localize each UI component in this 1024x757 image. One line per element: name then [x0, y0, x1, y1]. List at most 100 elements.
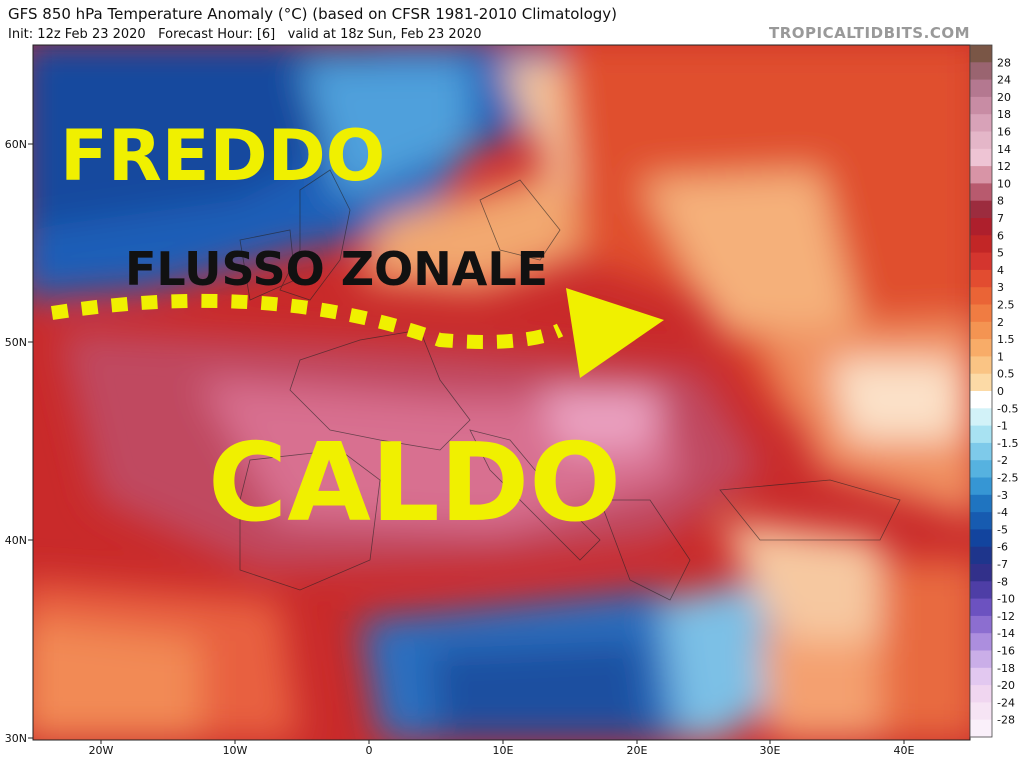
colorbar-frame — [969, 44, 993, 738]
colorbar-label: -20 — [997, 679, 1015, 692]
colorbar-segment — [970, 477, 992, 496]
colorbar-label: 18 — [997, 108, 1011, 121]
colorbar-label: -3 — [997, 489, 1008, 502]
axis-labels: 60N 50N 40N 30N 20W 10W 0 10E 20E 30E 40E — [5, 138, 915, 757]
colorbar-label: -24 — [997, 696, 1015, 709]
colorbar-segment — [970, 546, 992, 565]
colorbar-label: 7 — [997, 212, 1004, 225]
colorbar-segment — [970, 269, 992, 288]
colorbar-label: 3 — [997, 281, 1004, 294]
colorbar-segment — [970, 131, 992, 150]
colorbar-label: -28 — [997, 714, 1015, 727]
colorbar-segment — [970, 96, 992, 115]
colorbar-label: -6 — [997, 541, 1008, 554]
colorbar-segment — [970, 529, 992, 548]
colorbar-segment — [970, 79, 992, 98]
colorbar-segment — [970, 339, 992, 357]
title: GFS 850 hPa Temperature Anomaly (°C) (ba… — [8, 5, 617, 23]
colorbar-segment — [970, 494, 992, 513]
colorbar-label: 4 — [997, 264, 1004, 277]
colorbar-label: -14 — [997, 627, 1015, 640]
colorbar-label: 8 — [997, 195, 1004, 208]
colorbar-label: -8 — [997, 575, 1008, 588]
colorbar-segment — [970, 702, 992, 721]
colorbar-segment — [970, 581, 992, 600]
colorbar-label: 2.5 — [997, 299, 1015, 312]
colorbar-segment — [970, 218, 992, 236]
colorbar-label: 2 — [997, 316, 1004, 329]
map: FREDDO FLUSSO ZONALE CALDO — [33, 45, 970, 740]
colorbar-segment — [970, 252, 992, 271]
watermark: TROPICALTIDBITS.COM — [769, 24, 970, 42]
lat-label: 50N — [5, 336, 27, 349]
colorbar-label: 0.5 — [997, 368, 1015, 381]
colorbar-segment — [970, 373, 992, 392]
colorbar-segment — [970, 183, 992, 202]
colorbar-segment — [970, 633, 992, 651]
lat-label: 30N — [5, 732, 27, 745]
colorbar-label: -12 — [997, 610, 1015, 623]
annotation-cold: FREDDO — [60, 115, 385, 197]
colorbar-label: -5 — [997, 523, 1008, 536]
colorbar-segment — [970, 166, 992, 184]
colorbar-segment — [970, 287, 992, 305]
colorbar-label: 1 — [997, 350, 1004, 363]
lat-label: 60N — [5, 138, 27, 151]
colorbar-segment — [970, 321, 992, 340]
colorbar-segment — [970, 564, 992, 582]
colorbar-segment — [970, 650, 992, 669]
colorbar-segment — [970, 408, 992, 427]
colorbar-segment — [970, 719, 992, 738]
colorbar-segment — [970, 615, 992, 634]
colorbar: 28 24 20 18 16 14 12 10 8 7 6 5 4 3 2.5 2 1.5 1 0.5 0 -0.5 -1… — [969, 44, 1018, 738]
colorbar-segment — [970, 304, 992, 323]
colorbar-label: -16 — [997, 645, 1015, 658]
colorbar-segment — [970, 460, 992, 478]
colorbar-label: -2.5 — [997, 472, 1018, 485]
colorbar-segment — [970, 685, 992, 703]
flow-arrow — [566, 288, 664, 378]
colorbar-segment — [970, 598, 992, 617]
colorbar-label: 28 — [997, 56, 1011, 69]
colorbar-segment — [970, 425, 992, 444]
colorbar-segment — [970, 356, 992, 375]
flow-dotted-line — [50, 293, 564, 349]
colorbar-segment — [970, 391, 992, 409]
colorbar-label: 12 — [997, 160, 1011, 173]
lat-label: 40N — [5, 534, 27, 547]
colorbar-label: -4 — [997, 506, 1008, 519]
lon-label: 30E — [760, 744, 781, 757]
colorbar-label: -10 — [997, 593, 1015, 606]
colorbar-label: -18 — [997, 662, 1015, 675]
colorbar-label: -7 — [997, 558, 1008, 571]
coastlines — [239, 169, 901, 601]
lon-label: 0 — [366, 744, 373, 757]
colorbar-label: -0.5 — [997, 402, 1018, 415]
colorbar-label: 10 — [997, 177, 1011, 190]
colorbar-label: 16 — [997, 126, 1011, 139]
lon-label: 10W — [223, 744, 248, 757]
colorbar-label: 5 — [997, 247, 1004, 260]
colorbar-segment — [970, 512, 992, 530]
lon-label: 20W — [89, 744, 114, 757]
colorbar-label: -1 — [997, 420, 1008, 433]
colorbar-label: 6 — [997, 229, 1004, 242]
colorbar-segment — [970, 442, 992, 461]
colorbar-segment — [970, 200, 992, 219]
annotation-flow: FLUSSO ZONALE — [125, 242, 548, 296]
colorbar-label: 1.5 — [997, 333, 1015, 346]
annotation-warm: CALDO — [208, 421, 621, 546]
lon-label: 10E — [493, 744, 514, 757]
colorbar-segment — [970, 148, 992, 167]
colorbar-label: -1.5 — [997, 437, 1018, 450]
lon-label: 40E — [894, 744, 915, 757]
colorbar-segment — [970, 114, 992, 132]
colorbar-label: 24 — [997, 74, 1011, 87]
colorbar-label: 20 — [997, 91, 1011, 104]
subtitle: Init: 12z Feb 23 2020 Forecast Hour: [6]… — [8, 27, 482, 42]
colorbar-label: 14 — [997, 143, 1011, 156]
colorbar-label: -2 — [997, 454, 1008, 467]
colorbar-segment — [970, 45, 992, 63]
colorbar-label: 0 — [997, 385, 1004, 398]
